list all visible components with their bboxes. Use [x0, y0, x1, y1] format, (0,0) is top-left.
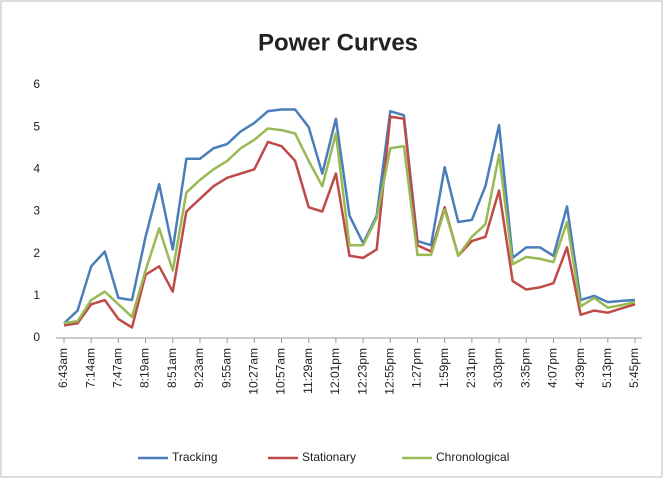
legend-label: Tracking — [172, 450, 218, 464]
y-tick-label: 4 — [33, 162, 40, 176]
chart-title: Power Curves — [258, 29, 418, 56]
x-tick-label: 3:03pm — [491, 348, 505, 388]
x-tick-label: 1:27pm — [410, 348, 424, 388]
x-tick-label: 12:01pm — [328, 348, 342, 395]
x-tick-label: 7:47am — [111, 348, 125, 388]
x-tick-label: 8:51am — [165, 348, 179, 388]
x-tick-label: 5:13pm — [600, 348, 614, 388]
y-tick-label: 0 — [33, 330, 40, 344]
x-tick-label: 12:55pm — [382, 348, 396, 395]
x-tick-label: 7:14am — [83, 348, 97, 388]
x-tick-label: 5:45pm — [627, 348, 641, 388]
x-tick-label: 10:27am — [247, 348, 261, 395]
x-tick-label: 8:19am — [138, 348, 152, 388]
x-tick-label: 4:39pm — [573, 348, 587, 388]
y-tick-label: 3 — [33, 204, 40, 218]
series-line — [63, 127, 636, 325]
x-tick-label: 6:43am — [56, 348, 70, 388]
legend-label: Stationary — [302, 450, 356, 464]
x-tick-label: 2:31pm — [464, 348, 478, 388]
x-tick-label: 9:55am — [219, 348, 233, 388]
y-tick-label: 2 — [33, 246, 40, 260]
series-line — [63, 115, 636, 329]
y-tick-label: 6 — [33, 77, 40, 91]
x-tick-label: 4:07pm — [546, 348, 560, 388]
y-tick-label: 5 — [33, 119, 40, 133]
x-tick-label: 1:59pm — [437, 348, 451, 388]
series-line — [63, 108, 636, 325]
y-tick-label: 1 — [33, 288, 40, 302]
x-tick-label: 12:23pm — [355, 348, 369, 395]
x-tick-label: 10:57am — [274, 348, 288, 395]
legend-label: Chronological — [436, 450, 509, 464]
x-tick-label: 3:35pm — [518, 348, 532, 388]
x-tick-label: 11:29am — [301, 348, 315, 394]
x-tick-label: 9:23am — [192, 348, 206, 388]
